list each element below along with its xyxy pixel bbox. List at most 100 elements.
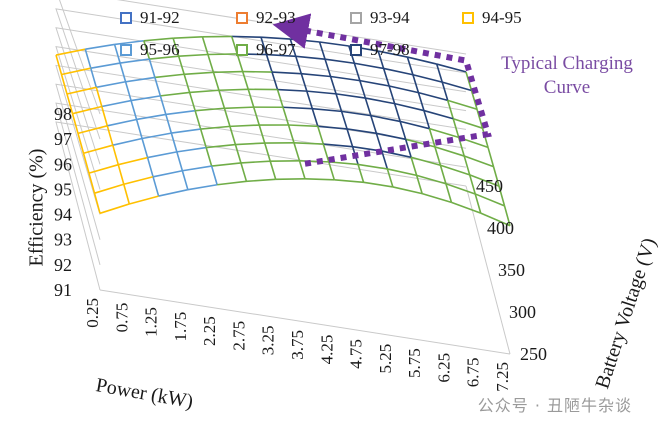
legend-item-97-98: 97-98 xyxy=(350,40,410,60)
surface-line xyxy=(77,125,108,135)
surface-line xyxy=(323,143,353,148)
legend-item-94-95: 94-95 xyxy=(462,8,522,28)
surface-line xyxy=(90,62,121,69)
surface-line xyxy=(125,76,155,83)
surface-line xyxy=(234,144,242,164)
surface-line xyxy=(465,71,473,91)
surface-line xyxy=(324,58,355,65)
surface-line xyxy=(246,178,276,183)
z-tick-label: 93 xyxy=(54,230,72,250)
surface-line xyxy=(452,118,483,129)
surface-line xyxy=(418,91,448,102)
surface-line xyxy=(328,161,336,181)
surface-line xyxy=(365,97,395,105)
surface-line xyxy=(152,176,160,197)
surface-line xyxy=(440,164,470,176)
surface-line xyxy=(492,166,500,187)
surface-line xyxy=(72,105,102,115)
surface-line xyxy=(276,89,284,108)
legend-item-96-97: 96-97 xyxy=(236,40,296,60)
surface-line xyxy=(172,37,180,57)
x-tick-label: 1.25 xyxy=(142,307,161,337)
surface-line xyxy=(124,81,132,101)
surface-line xyxy=(223,108,231,127)
surface-line xyxy=(317,125,348,130)
surface-line xyxy=(317,126,325,145)
surface-line xyxy=(260,36,268,55)
surface-line xyxy=(322,143,330,163)
surface-line xyxy=(135,119,143,139)
surface-line xyxy=(247,89,255,108)
surface-line xyxy=(434,146,465,157)
legend-label: 96-97 xyxy=(256,40,296,59)
legend-label: 93-94 xyxy=(370,8,410,27)
surface-line xyxy=(85,43,115,50)
x-tick-label: 0.25 xyxy=(83,298,102,328)
surface-line xyxy=(201,36,209,55)
surface-line xyxy=(117,164,125,185)
annotation-line2: Curve xyxy=(543,77,591,98)
x-tick-label: 4.75 xyxy=(347,339,366,369)
surface-line xyxy=(107,118,137,127)
surface-line xyxy=(170,132,178,153)
surface-line xyxy=(363,181,393,188)
surface-line xyxy=(199,128,207,148)
gridline xyxy=(55,102,467,265)
floor-edge xyxy=(99,289,511,355)
y-tick-label: 250 xyxy=(520,344,547,364)
surface-line xyxy=(188,92,196,111)
surface-line xyxy=(154,73,185,79)
surface-line xyxy=(93,192,101,214)
surface-line xyxy=(301,72,331,78)
surface-line xyxy=(236,53,244,72)
surface-line xyxy=(300,73,308,92)
surface-line xyxy=(229,124,260,128)
surface-line xyxy=(152,169,183,178)
surface-line xyxy=(381,150,389,170)
surface-line xyxy=(154,77,162,97)
surface-line xyxy=(195,107,225,112)
surface-line xyxy=(200,125,231,130)
surface-line xyxy=(405,138,436,148)
surface-line xyxy=(353,63,361,81)
surface-line xyxy=(240,162,248,182)
surface-line xyxy=(335,93,366,99)
surface-line xyxy=(481,127,489,148)
surface-line xyxy=(96,80,126,89)
surface-line xyxy=(299,160,329,163)
legend-label: 92-93 xyxy=(256,8,296,27)
surface-line xyxy=(423,110,431,129)
surface-line xyxy=(84,48,92,69)
surface-line xyxy=(252,106,260,126)
surface-line xyxy=(428,128,436,148)
surface-line xyxy=(213,70,243,74)
surface-line xyxy=(160,91,190,97)
surface-line xyxy=(205,147,213,167)
surface-line xyxy=(487,147,495,167)
legend-swatch xyxy=(120,44,132,56)
surface-line xyxy=(375,133,383,152)
y-tick-label: 300 xyxy=(509,302,536,322)
surface-line xyxy=(194,110,202,130)
surface-line xyxy=(383,67,414,76)
surface-line xyxy=(99,203,130,215)
surface-line xyxy=(334,179,364,184)
surface-line xyxy=(265,54,273,73)
surface-line xyxy=(381,150,412,159)
annotation-label: Typical Charging Curve xyxy=(482,52,652,100)
surface-line xyxy=(141,138,149,158)
surface-line xyxy=(95,87,103,107)
surface-line xyxy=(412,74,443,83)
surface-line xyxy=(218,90,226,109)
surface-line xyxy=(474,193,505,207)
surface-line xyxy=(71,113,79,134)
y-tick-label: 450 xyxy=(476,176,503,196)
y-tick-label: 400 xyxy=(487,218,514,238)
surface-line xyxy=(463,155,494,168)
surface-line xyxy=(470,90,478,110)
surface-line xyxy=(141,132,172,140)
surface-line xyxy=(319,41,349,47)
surface-line xyxy=(55,48,86,56)
legend-label: 95-96 xyxy=(140,40,180,59)
z-tick-label: 92 xyxy=(54,255,72,275)
